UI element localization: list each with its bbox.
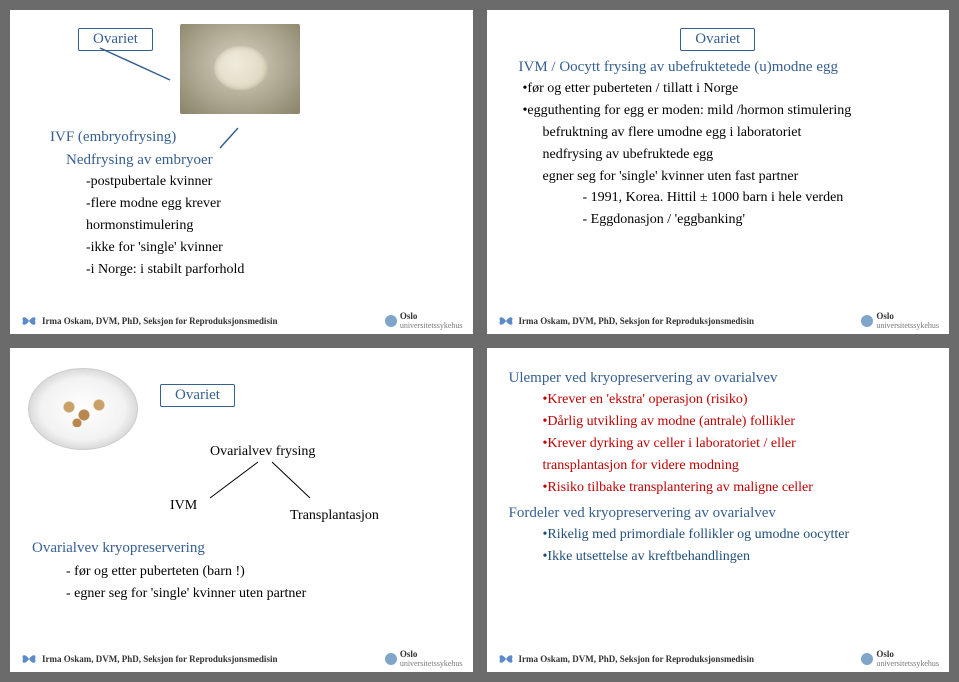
footer-author: Irma Oskam, DVM, PhD, Seksjon for Reprod… — [42, 654, 277, 664]
slide-footer: Irma Oskam, DVM, PhD, Seksjon for Reprod… — [10, 312, 473, 330]
oslo-icon — [861, 653, 873, 665]
oslo-logo: Oslouniversitetssykehus — [385, 312, 463, 330]
s1-bullet: -i Norge: i stabilt parforhold — [86, 261, 451, 280]
slide-4: Ulemper ved kryopreservering av ovarialv… — [487, 348, 950, 672]
s2-bullet: •egguthenting for egg er moden: mild /ho… — [523, 102, 928, 121]
footer-author: Irma Oskam, DVM, PhD, Seksjon for Reprod… — [519, 654, 754, 664]
s4-ulemper-bullet: •Dårlig utvikling av modne (antrale) fol… — [543, 413, 928, 432]
s4-fordeler-bullet: •Ikke utsettelse av kreftbehandlingen — [543, 548, 928, 567]
oslo-icon — [385, 653, 397, 665]
s1-bullet: hormonstimulering — [86, 217, 451, 236]
slide-footer: Irma Oskam, DVM, PhD, Seksjon for Reprod… — [487, 650, 950, 668]
petri-dish-image — [28, 368, 138, 450]
embryo-image — [180, 24, 300, 114]
footer-author: Irma Oskam, DVM, PhD, Seksjon for Reprod… — [519, 316, 754, 326]
s2-bullet: •før og etter puberteten / tillatt i Nor… — [523, 80, 928, 99]
s4-fordeler-bullet: •Rikelig med primordiale follikler og um… — [543, 526, 928, 545]
slide-2: Ovariet IVM / Oocytt frysing av ubefrukt… — [487, 10, 950, 334]
title-fordeler: Fordeler ved kryopreservering av ovarial… — [509, 505, 928, 522]
ovariet-box: Ovariet — [78, 28, 153, 51]
slide-footer: Irma Oskam, DVM, PhD, Seksjon for Reprod… — [487, 312, 950, 330]
title-ivf: IVF (embryofrysing) — [50, 129, 451, 146]
title-nedfrysing: Nedfrysing av embryoer — [66, 152, 451, 169]
label-ivm: IVM — [170, 498, 197, 514]
title-ivm: IVM / Oocytt frysing av ubefruktetede (u… — [519, 59, 928, 76]
s2-bullet: befruktning av flere umodne egg i labora… — [543, 124, 928, 143]
s4-ulemper-bullet: •Krever en 'ekstra' operasjon (risiko) — [543, 391, 928, 410]
s3-bullet: - før og etter puberteten (barn !) — [66, 563, 451, 582]
slide-footer: Irma Oskam, DVM, PhD, Seksjon for Reprod… — [10, 650, 473, 668]
slide-3: Ovariet Ovarialvev frysing IVM Transplan… — [10, 348, 473, 672]
slide-1: Ovariet IVF (embryofrysing) Nedfrysing a… — [10, 10, 473, 334]
butterfly-icon — [497, 315, 515, 327]
oslo-icon — [861, 315, 873, 327]
s1-bullet: -flere modne egg krever — [86, 195, 451, 214]
s4-ulemper-bullet: •Risiko tilbake transplantering av malig… — [543, 479, 928, 498]
footer-author: Irma Oskam, DVM, PhD, Seksjon for Reprod… — [42, 316, 277, 326]
oslo-logo: Oslouniversitetssykehus — [861, 312, 939, 330]
s2-bullet: - 1991, Korea. Hittil ± 1000 barn i hele… — [583, 189, 928, 208]
s2-bullet: egner seg for 'single' kvinner uten fast… — [543, 168, 928, 187]
label-transplantasjon: Transplantasjon — [290, 508, 379, 524]
title-kryo: Ovarialvev kryopreservering — [32, 540, 205, 557]
s2-bullet: - Eggdonasjon / 'eggbanking' — [583, 211, 928, 230]
oslo-logo: Oslouniversitetssykehus — [385, 650, 463, 668]
ovariet-box: Ovariet — [680, 28, 755, 51]
title-ulemper: Ulemper ved kryopreservering av ovarialv… — [509, 370, 928, 387]
s1-bullet: -ikke for 'single' kvinner — [86, 239, 451, 258]
s4-ulemper-bullet: •Krever dyrking av celler i laboratoriet… — [543, 435, 928, 454]
butterfly-icon — [497, 653, 515, 665]
ovariet-box: Ovariet — [160, 384, 235, 407]
oslo-icon — [385, 315, 397, 327]
s1-bullet: -postpubertale kvinner — [86, 173, 451, 192]
s2-bullet: nedfrysing av ubefruktede egg — [543, 146, 928, 165]
label-ovarialvev-frysing: Ovarialvev frysing — [210, 444, 315, 460]
s3-bullet: - egner seg for 'single' kvinner uten pa… — [66, 585, 451, 604]
butterfly-icon — [20, 315, 38, 327]
oslo-logo: Oslouniversitetssykehus — [861, 650, 939, 668]
butterfly-icon — [20, 653, 38, 665]
s4-ulemper-bullet: transplantasjon for videre modning — [543, 457, 928, 476]
